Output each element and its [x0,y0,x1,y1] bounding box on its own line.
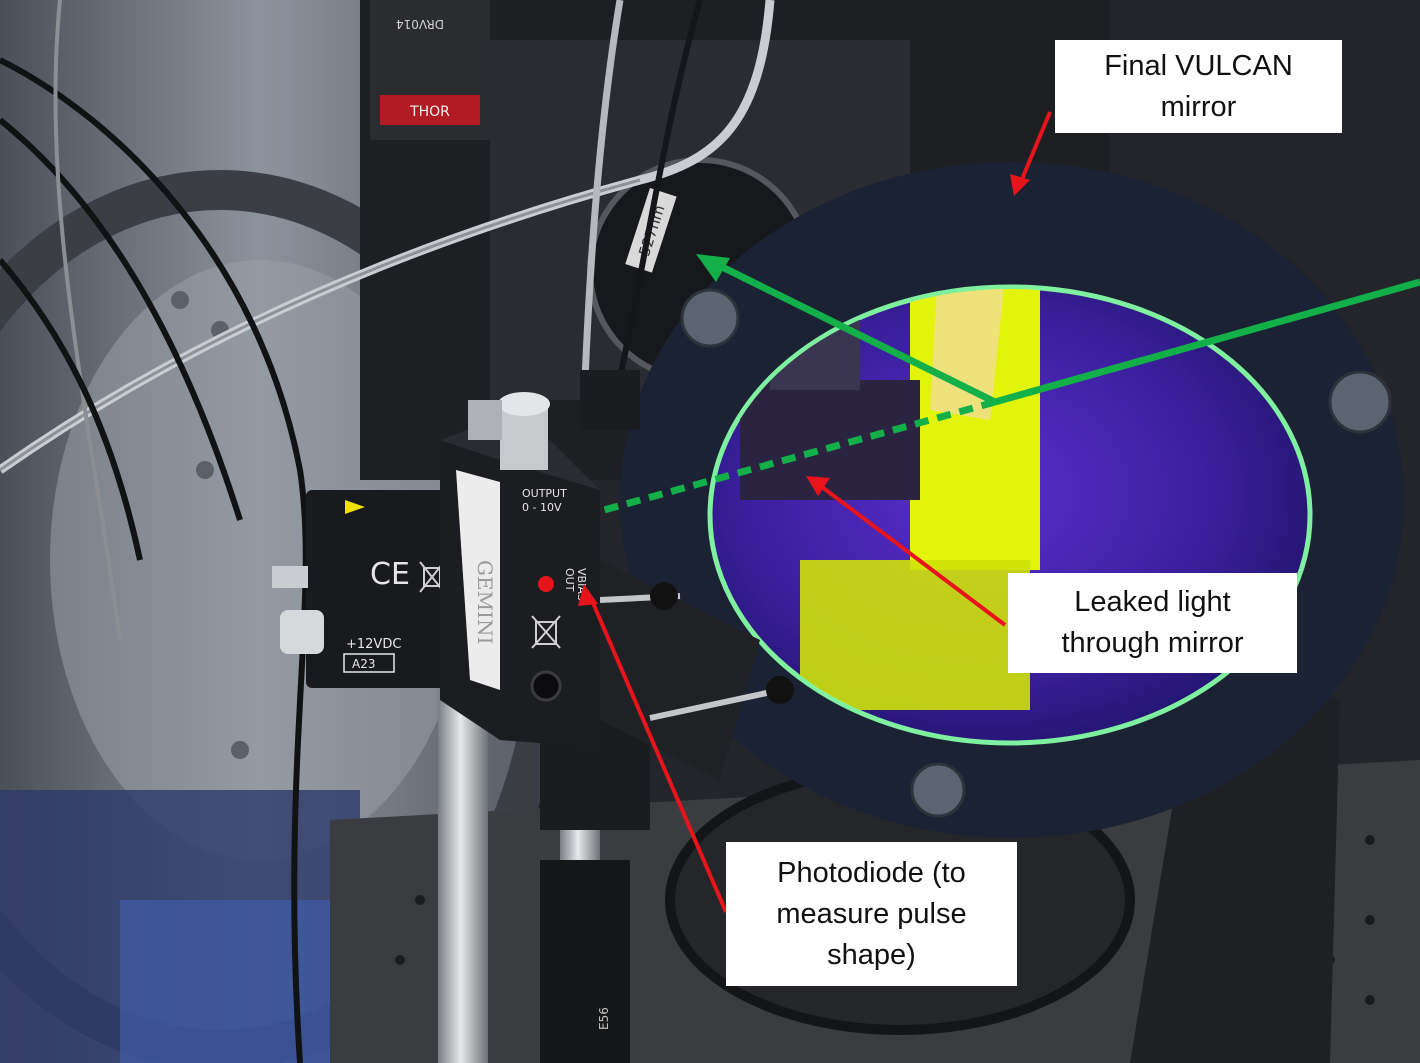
detector-output-label: OUTPUT [522,487,567,500]
module-brand-text: THOR [409,104,450,120]
power-label-text: +12VDC [346,637,401,652]
detector-led [538,576,554,592]
detector-out-label: OUT [563,568,576,592]
arrow-head-icon [696,254,730,282]
photodiode-label-line3: shape) [827,938,916,971]
ce-mark-icon: CE [370,557,410,592]
weee-bin-icon [531,615,561,649]
red-arrows [588,111,1052,913]
beam-path-annotation [603,254,1420,514]
leak-label-line1: Leaked light [1074,586,1231,618]
module-serial-text: DRV014 [396,17,444,31]
battery-label-text: A23 [352,657,375,671]
photodiode-detector: GEMINI OUTPUT 0 - 10V VBIAS OUT [440,392,600,748]
leak-label: Leaked light through mirror [1008,573,1297,673]
mirror-label-line2: mirror [1160,90,1237,123]
cables [0,0,775,1063]
photodiode-label-line2: measure pulse [776,897,967,930]
detector-brand-text: GEMINI [473,560,497,644]
leak-label-line2: through mirror [1061,627,1244,659]
final-mirror [620,162,1404,838]
arrow-head-icon [578,584,598,606]
detector-output-range: 0 - 10V [522,501,562,514]
mirror-label: Final VULCAN mirror [1055,40,1342,133]
arrow-head-icon [1010,174,1030,196]
photodiode-label-line1: Photodiode (to [777,856,966,889]
post-label-text: E56 [597,1007,611,1030]
photodiode-label: Photodiode (to measure pulse shape) [726,842,1017,986]
mirror-label-line1: Final VULCAN [1104,49,1293,82]
arrow-head-icon [806,476,830,496]
